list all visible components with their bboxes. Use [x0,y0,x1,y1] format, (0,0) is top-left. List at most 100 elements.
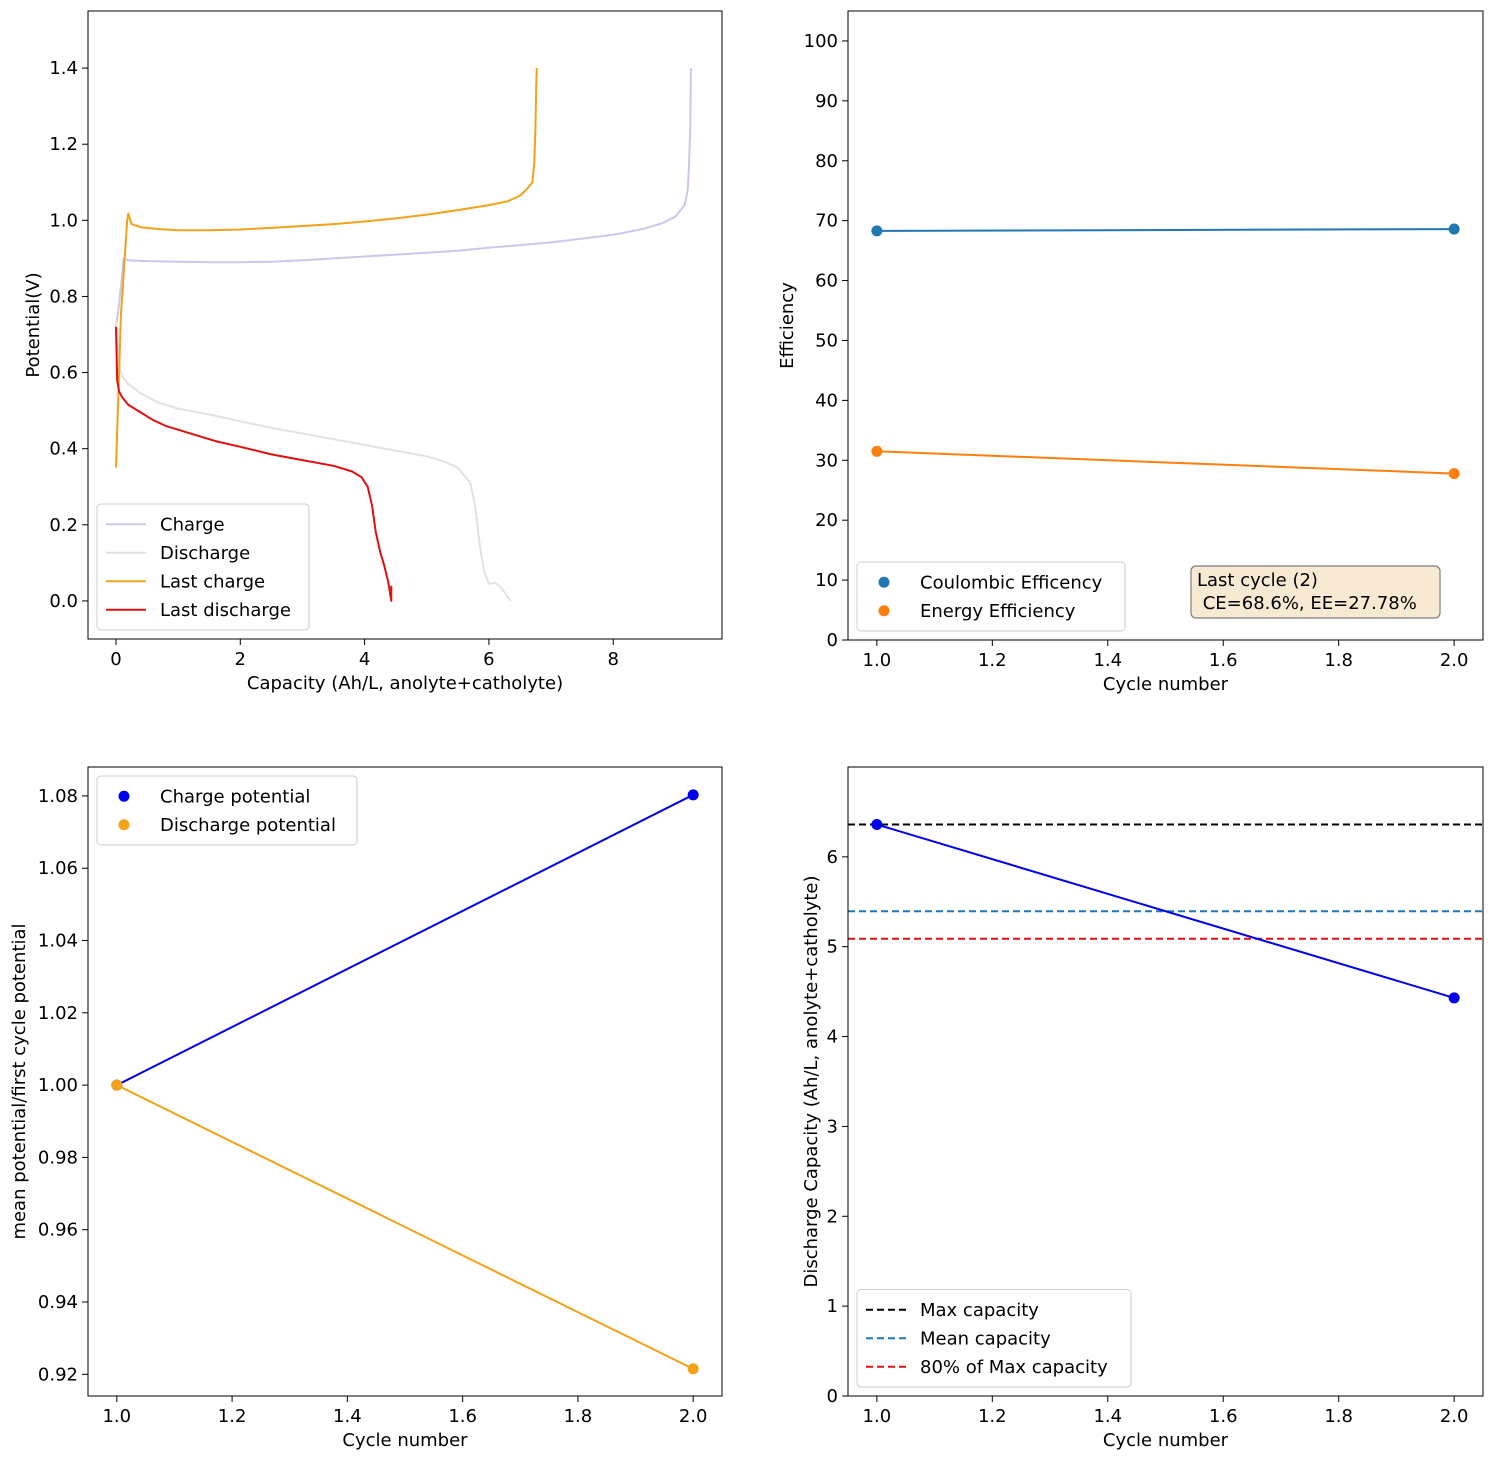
y-tick-label: 1.2 [49,134,78,155]
x-tick-label: 1.6 [448,1406,477,1427]
x-axis-label: Cycle number [1103,674,1229,695]
x-tick-label: 1.2 [218,1406,247,1427]
y-tick-label: 0.6 [49,363,78,384]
y-axis-label: mean potential/first cycle potential [9,923,30,1239]
x-axis-label: Capacity (Ah/L, anolyte+catholyte) [247,673,563,694]
y-tick-label: 5 [827,937,838,958]
plot-frame [87,766,723,1397]
y-tick-label: 3 [827,1116,838,1137]
plot-area [111,789,699,1375]
annotation-box [1190,565,1441,619]
plot-frame [847,766,1484,1397]
capacity-potential-panel: Capacity (Ah/L, anolyte+catholyte) Poten… [23,10,723,694]
legend-label: Max capacity [920,1300,1039,1321]
legend: Charge potential Discharge potential [96,775,358,846]
y-tick-label: 0.0 [49,591,78,612]
y-tick-label: 0 [827,1386,838,1407]
legend-label: Mean capacity [920,1328,1051,1349]
y-tick-label: 1.4 [49,58,78,79]
legend: Max capacity Mean capacity 80% of Max capa… [856,1289,1132,1388]
y-tick-label: 4 [827,1027,838,1048]
x-tick-label: 1.0 [102,1406,131,1427]
discharge-capacity-panel: Cycle number Discharge Capacity (Ah/L, a… [801,766,1484,1451]
y-tick-label: 0.96 [38,1220,78,1241]
x-tick-label: 1.0 [863,1406,892,1427]
legend: Charge Discharge Last charge Last discharge [96,503,310,631]
series-line [115,68,538,468]
y-tick-label: 6 [827,847,838,868]
data-point [1448,992,1460,1004]
y-axis-label: Potential(V) [23,272,44,377]
x-tick-label: 1.4 [1093,1406,1122,1427]
series-line [115,319,512,602]
y-tick-label: 70 [815,211,838,232]
y-tick-label: 1.00 [38,1075,78,1096]
y-tick-label: 0 [827,630,838,651]
y-tick-label: 0.94 [38,1292,78,1313]
x-tick-label: 0 [110,649,121,670]
legend-label: Last discharge [160,600,291,621]
y-tick-label: 1.04 [38,931,78,952]
series-line [115,326,393,602]
y-tick-label: 90 [815,91,838,112]
efficiency-panel: Cycle number Efficiency 1.0 1.2 1.4 1.6 1.8 2… [777,10,1484,695]
plot-area [115,68,692,602]
x-tick-label: 6 [483,649,494,670]
y-tick-label: 1 [827,1296,838,1317]
x-tick-label: 1.6 [1209,650,1238,671]
data-point [111,1079,123,1091]
legend-frame [856,561,1126,632]
y-tick-label: 0.92 [38,1364,78,1385]
y-tick-label: 30 [815,450,838,471]
legend-label: Charge potential [160,786,310,807]
x-tick-label: 1.4 [1093,650,1122,671]
legend-label: Energy Efficiency [920,601,1076,622]
y-tick-label: 1.02 [38,1003,78,1024]
x-tick-label: 1.6 [1209,1406,1238,1427]
y-tick-label: 60 [815,271,838,292]
legend: Coulombic Efficency Energy Efficiency [856,561,1126,632]
x-tick-label: 2.0 [1440,1406,1469,1427]
legend-frame [856,1289,1132,1388]
legend-label: Charge [160,514,225,535]
legend-label: Last charge [160,571,265,592]
plot-frame [87,10,723,640]
data-point [871,225,883,237]
x-tick-label: 1.0 [863,650,892,671]
x-tick-label: 8 [607,649,618,670]
mean-potential-panel: Cycle number mean potential/first cycle … [9,766,723,1451]
legend-frame [96,503,310,631]
y-tick-label: 10 [815,570,838,591]
data-point [871,819,883,831]
y-tick-label: 1.06 [38,858,78,879]
y-tick-label: 1.0 [49,210,78,231]
legend-marker [878,605,890,617]
x-tick-label: 2 [235,649,246,670]
x-tick-label: 2.0 [1440,650,1469,671]
legend-marker [118,790,130,802]
y-tick-label: 0.8 [49,286,78,307]
data-point [1448,468,1460,480]
y-tick-label: 50 [815,330,838,351]
x-tick-label: 1.8 [1324,650,1353,671]
data-point [871,445,883,457]
annotation-line: Last cycle (2) [1197,570,1318,591]
series-line [116,793,694,1086]
legend-label: Discharge potential [160,815,336,836]
data-point [1448,223,1460,235]
series-line [876,228,1455,232]
y-axis-label: Efficiency [777,282,798,369]
y-tick-label: 20 [815,510,838,531]
x-tick-label: 1.8 [1324,1406,1353,1427]
legend-frame [96,775,358,846]
series-line [115,68,692,328]
annotation: Last cycle (2) CE=68.6%, EE=27.78% [1190,565,1441,619]
x-tick-label: 1.2 [978,650,1007,671]
y-axis-label: Discharge Capacity (Ah/L, anolyte+cathol… [801,875,822,1287]
legend-label: Coulombic Efficency [920,572,1103,593]
y-tick-label: 0.2 [49,515,78,536]
legend-marker [878,576,890,588]
x-tick-label: 4 [359,649,370,670]
plot-frame [847,10,1484,641]
